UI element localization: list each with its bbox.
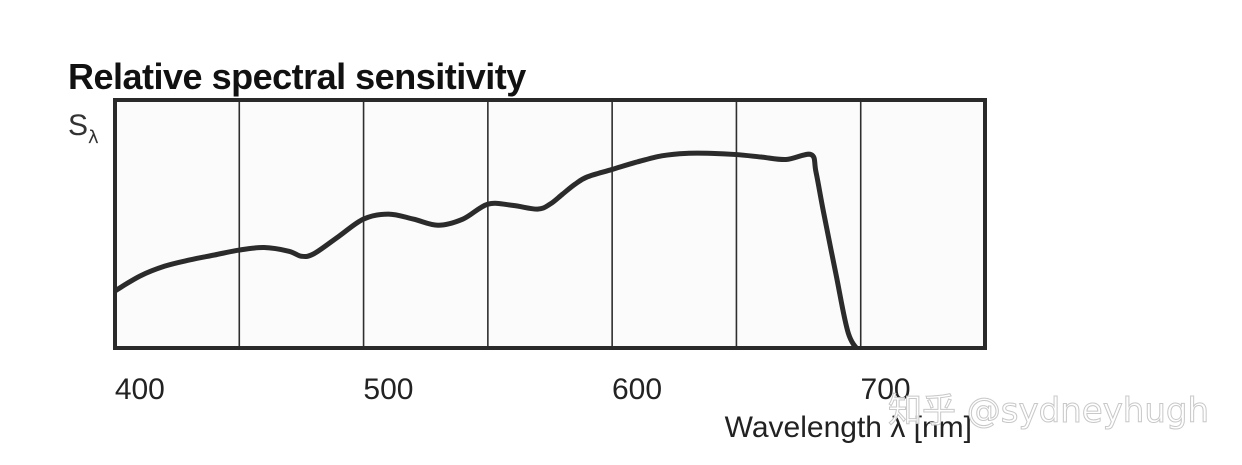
y-axis-label-subscript: λ	[88, 127, 99, 148]
gridlines	[238, 100, 862, 348]
series-line-0	[115, 150, 860, 348]
chart-title: Relative spectral sensitivity	[68, 56, 526, 97]
plot-frame	[113, 98, 987, 350]
x-tick-label-500: 500	[363, 373, 413, 406]
y-axis-label: Sλ	[68, 109, 99, 148]
y-axis-label-main: S	[68, 109, 88, 142]
x-axis-ticks: 400 500 600 700	[115, 373, 911, 406]
x-tick-label-400: 400	[115, 373, 165, 406]
x-axis-label: Wavelength λ [nm]	[725, 411, 972, 444]
plot-background	[115, 100, 985, 348]
watermark: 知乎 @sydneyhugh	[888, 391, 1209, 431]
x-tick-label-700: 700	[861, 373, 911, 406]
series-layer	[115, 150, 860, 348]
x-tick-label-600: 600	[612, 373, 662, 406]
